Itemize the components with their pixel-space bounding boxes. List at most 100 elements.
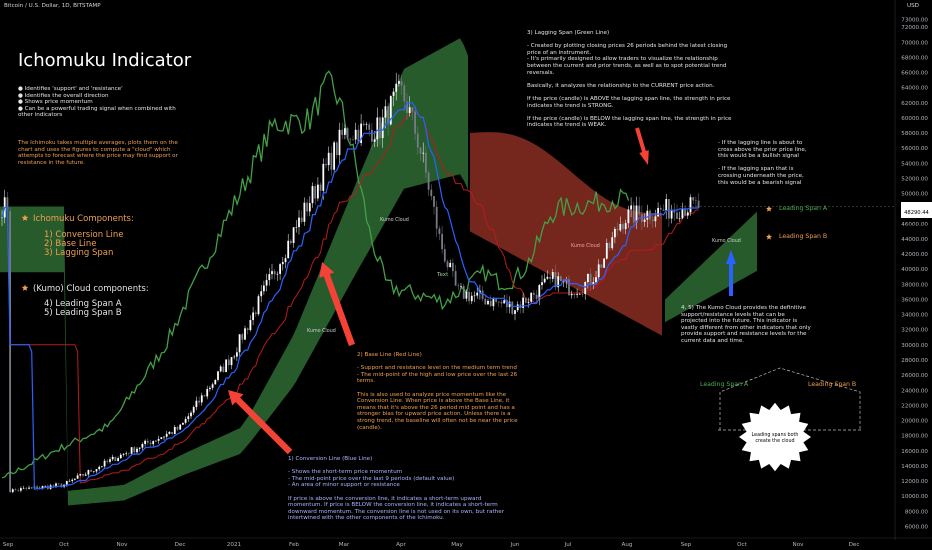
candle-body bbox=[52, 485, 55, 487]
candle-body bbox=[457, 285, 460, 287]
x-tick-label: Jun bbox=[510, 542, 520, 548]
candle-body bbox=[368, 124, 371, 130]
candle-body bbox=[530, 292, 533, 302]
y-tick-label: 10000.00 bbox=[901, 494, 928, 500]
lagging-span-note: 3) Lagging Span (Green Line) - Created b… bbox=[527, 30, 732, 129]
candle-body bbox=[527, 301, 530, 303]
candle-body bbox=[541, 282, 543, 286]
candle-body bbox=[71, 479, 74, 481]
x-tick-label: 2021 bbox=[227, 542, 242, 548]
candle-body bbox=[117, 458, 119, 462]
y-tick-label: 22000.00 bbox=[901, 403, 928, 409]
candle-body bbox=[268, 274, 271, 281]
star-icon bbox=[21, 214, 29, 221]
candle-body bbox=[387, 106, 389, 125]
candle-body bbox=[335, 142, 338, 156]
candle-body bbox=[487, 300, 489, 305]
candle-body bbox=[551, 272, 554, 279]
candle-body bbox=[419, 147, 422, 154]
star-icon bbox=[766, 205, 772, 212]
candle-body bbox=[173, 427, 176, 434]
candle-body bbox=[616, 228, 619, 231]
candle-body bbox=[646, 210, 649, 220]
x-tick-label: Sep bbox=[681, 542, 692, 548]
candle-body bbox=[657, 207, 659, 217]
candle-body bbox=[357, 129, 360, 143]
component-item-1: 1) Conversion Line bbox=[44, 230, 124, 240]
candle-body bbox=[600, 264, 603, 268]
candle-body bbox=[184, 419, 187, 423]
burst-text: Leading spans both create the cloud bbox=[751, 433, 799, 444]
candle-body bbox=[330, 152, 333, 170]
candle-body bbox=[422, 152, 425, 154]
candle-body bbox=[587, 273, 589, 283]
candle-body bbox=[306, 202, 308, 212]
y-tick-label: 62000.00 bbox=[901, 101, 928, 107]
price-tag-time: 07:53:28 bbox=[904, 224, 929, 231]
candle-body bbox=[495, 298, 497, 302]
candle-body bbox=[227, 359, 230, 366]
candle-body bbox=[249, 319, 252, 331]
candle-body bbox=[125, 453, 128, 454]
candle-body bbox=[354, 129, 357, 140]
x-tick-label: Aug bbox=[622, 542, 633, 548]
y-tick-label: 24000.00 bbox=[901, 388, 928, 394]
candle-body bbox=[327, 152, 330, 166]
leading-span-a-label: Leading Span A bbox=[779, 205, 828, 212]
candle-body bbox=[643, 219, 646, 222]
candle-body bbox=[452, 262, 454, 272]
candle-body bbox=[614, 228, 616, 238]
arrow-kumo-cloud bbox=[726, 250, 736, 296]
x-tick-label: Nov bbox=[793, 542, 805, 548]
price-tag-value: 48290.44 bbox=[904, 209, 929, 216]
candle-body bbox=[238, 334, 241, 353]
candle-body bbox=[217, 371, 219, 380]
candle-body bbox=[22, 487, 25, 489]
candle-body bbox=[87, 470, 90, 475]
candle-body bbox=[659, 207, 662, 210]
y-tick-label: 46000.00 bbox=[901, 222, 928, 228]
arrow-lagging-span bbox=[635, 127, 649, 165]
cloud-components-list: 4) Leading Span A 5) Leading Span B bbox=[44, 300, 122, 318]
price-tag: 48290.44 07:53:28 bbox=[901, 202, 932, 231]
candle-body bbox=[441, 233, 443, 250]
leading-span-b-label: Leading Span B bbox=[779, 233, 828, 240]
y-tick-label: 14000.00 bbox=[901, 464, 928, 470]
candle-body bbox=[381, 117, 384, 139]
y-tick-label: 20000.00 bbox=[901, 419, 928, 425]
candle-body bbox=[584, 282, 587, 295]
lagging-span-line bbox=[1, 70, 630, 479]
candle-body bbox=[119, 454, 122, 459]
candle-body bbox=[314, 186, 317, 199]
x-tick-label: Oct bbox=[59, 542, 69, 548]
y-tick-label: 60000.00 bbox=[901, 116, 928, 122]
y-tick-label: 8000.00 bbox=[905, 509, 929, 515]
candle-body bbox=[1, 217, 3, 219]
candle-body bbox=[76, 475, 79, 479]
candle-body bbox=[138, 447, 141, 449]
x-tick-label: Mar bbox=[339, 542, 350, 548]
candle-body bbox=[279, 264, 281, 274]
candle-body bbox=[630, 205, 632, 210]
candle-body bbox=[435, 206, 438, 229]
candle-body bbox=[695, 200, 697, 202]
candle-body bbox=[136, 448, 138, 453]
candle-body bbox=[155, 440, 157, 442]
candle-body bbox=[481, 290, 484, 299]
candle-body bbox=[300, 217, 303, 222]
candle-body bbox=[160, 437, 163, 439]
candle-body bbox=[192, 407, 195, 413]
candle-body bbox=[271, 271, 273, 275]
candle-body bbox=[425, 152, 427, 173]
candle-body bbox=[95, 469, 98, 472]
candle-body bbox=[114, 456, 117, 462]
candle-body bbox=[6, 197, 9, 212]
candle-body bbox=[605, 242, 608, 259]
candle-body bbox=[133, 447, 136, 453]
candle-body bbox=[90, 470, 92, 472]
y-tick-label: 58000.00 bbox=[901, 131, 928, 137]
candle-body bbox=[465, 291, 468, 299]
candle-body bbox=[470, 295, 473, 302]
candle-body bbox=[557, 276, 560, 288]
